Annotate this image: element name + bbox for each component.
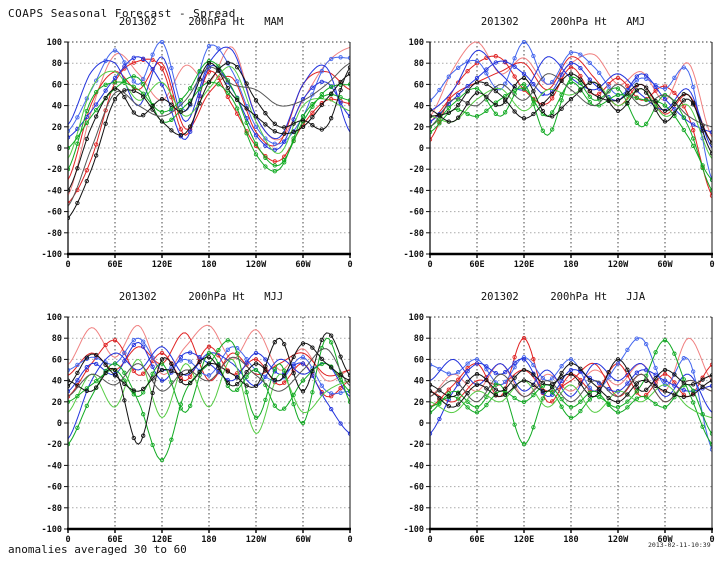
svg-text:-80: -80	[47, 504, 62, 514]
svg-text:60: 60	[52, 80, 62, 90]
svg-text:0: 0	[709, 535, 714, 545]
svg-text:60: 60	[414, 80, 424, 90]
panel-mam: 201302 200hPa Ht MAM -100 -80 -60 -40 -20 0 20…	[36, 14, 366, 272]
svg-text:-60: -60	[47, 483, 62, 493]
svg-text:-100: -100	[42, 525, 62, 535]
svg-text:80: 80	[52, 59, 62, 69]
svg-text:20: 20	[52, 398, 62, 408]
svg-text:20: 20	[414, 398, 424, 408]
svg-text:0: 0	[347, 535, 352, 545]
svg-text:60E: 60E	[107, 535, 122, 545]
svg-text:-40: -40	[47, 186, 62, 196]
svg-text:120E: 120E	[152, 260, 172, 270]
svg-text:100: 100	[47, 313, 62, 323]
svg-text:120E: 120E	[514, 260, 534, 270]
plot-canvas-jja: -100 -80 -60 -40 -20 0 20 40 60 80 100 0 60E 120E 180 1…	[404, 313, 715, 545]
svg-text:60W: 60W	[657, 535, 673, 545]
svg-text:20: 20	[52, 123, 62, 133]
svg-text:-20: -20	[409, 165, 424, 175]
svg-text:0: 0	[427, 260, 432, 270]
svg-text:0: 0	[65, 260, 70, 270]
panel-mjj: 201302 200hPa Ht MJJ -100 -80 -60 -40 -20 0 20…	[36, 289, 366, 547]
svg-text:60W: 60W	[295, 260, 311, 270]
svg-text:-40: -40	[409, 461, 424, 471]
svg-text:0: 0	[57, 419, 62, 429]
svg-text:180: 180	[201, 535, 216, 545]
footer-note: anomalies averaged 30 to 60	[8, 543, 187, 556]
svg-text:180: 180	[563, 260, 578, 270]
panel-title-amj: 201302 200hPa Ht AMJ	[480, 16, 646, 28]
svg-text:-80: -80	[409, 229, 424, 239]
svg-text:120W: 120W	[246, 260, 267, 270]
svg-text:-20: -20	[47, 440, 62, 450]
spaghetti-plot-mam: -100 -80 -60 -40 -20 0 20 40 60 80 100 0 60E 120E 180 1…	[36, 30, 366, 272]
svg-text:180: 180	[201, 260, 216, 270]
plot-canvas-mam: -100 -80 -60 -40 -20 0 20 40 60 80 100 0 60E 120E 180 1…	[42, 38, 353, 270]
page-title: COAPS Seasonal Forecast - Spread	[8, 7, 236, 20]
svg-text:-80: -80	[409, 504, 424, 514]
svg-text:0: 0	[419, 144, 424, 154]
svg-text:180: 180	[563, 535, 578, 545]
svg-text:-100: -100	[404, 525, 424, 535]
svg-text:40: 40	[414, 377, 424, 387]
svg-text:40: 40	[414, 102, 424, 112]
svg-text:120W: 120W	[608, 260, 629, 270]
svg-text:-60: -60	[409, 483, 424, 493]
svg-text:80: 80	[52, 334, 62, 344]
svg-text:-60: -60	[409, 208, 424, 218]
svg-text:120W: 120W	[246, 535, 267, 545]
svg-text:0: 0	[65, 535, 70, 545]
spaghetti-plot-mjj: -100 -80 -60 -40 -20 0 20 40 60 80 100 0 60E 120E 180 1…	[36, 305, 366, 547]
svg-text:-80: -80	[47, 229, 62, 239]
svg-text:120E: 120E	[152, 535, 172, 545]
panel-title-mjj: 201302 200hPa Ht MJJ	[118, 291, 284, 303]
svg-text:60: 60	[414, 355, 424, 365]
svg-text:-100: -100	[404, 250, 424, 260]
svg-text:-40: -40	[409, 186, 424, 196]
svg-text:60W: 60W	[657, 260, 673, 270]
svg-text:0: 0	[419, 419, 424, 429]
svg-text:60E: 60E	[107, 260, 122, 270]
svg-text:100: 100	[409, 313, 424, 323]
svg-text:80: 80	[414, 59, 424, 69]
svg-text:0: 0	[347, 260, 352, 270]
svg-text:0: 0	[57, 144, 62, 154]
svg-text:60W: 60W	[295, 535, 311, 545]
panel-title-jja: 201302 200hPa Ht JJA	[480, 291, 646, 303]
svg-text:40: 40	[52, 102, 62, 112]
panel-title-mam: 201302 200hPa Ht MAM	[118, 16, 284, 28]
svg-text:60: 60	[52, 355, 62, 365]
svg-text:120E: 120E	[514, 535, 534, 545]
svg-text:60E: 60E	[469, 260, 484, 270]
svg-text:0: 0	[709, 260, 714, 270]
svg-text:0: 0	[427, 535, 432, 545]
svg-text:80: 80	[414, 334, 424, 344]
panel-amj: 201302 200hPa Ht AMJ -100 -80 -60 -40 -20 0 20…	[398, 14, 725, 272]
svg-text:-20: -20	[409, 440, 424, 450]
svg-text:-40: -40	[47, 461, 62, 471]
svg-text:100: 100	[47, 38, 62, 48]
svg-text:-60: -60	[47, 208, 62, 218]
svg-text:60E: 60E	[469, 535, 484, 545]
svg-text:20: 20	[414, 123, 424, 133]
spaghetti-plot-amj: -100 -80 -60 -40 -20 0 20 40 60 80 100 0 60E 120E 180 1…	[398, 30, 725, 272]
svg-text:40: 40	[52, 377, 62, 387]
svg-text:-20: -20	[47, 165, 62, 175]
timestamp: 2013-02-11-10:39	[648, 541, 711, 549]
svg-text:-100: -100	[42, 250, 62, 260]
spaghetti-plot-jja: -100 -80 -60 -40 -20 0 20 40 60 80 100 0 60E 120E 180 1…	[398, 305, 725, 547]
svg-text:120W: 120W	[608, 535, 629, 545]
svg-text:100: 100	[409, 38, 424, 48]
plot-canvas-amj: -100 -80 -60 -40 -20 0 20 40 60 80 100 0 60E 120E 180 1…	[404, 38, 715, 270]
plot-canvas-mjj: -100 -80 -60 -40 -20 0 20 40 60 80 100 0 60E 120E 180 1…	[42, 313, 353, 545]
panel-jja: 201302 200hPa Ht JJA -100 -80 -60 -40 -20 0 20…	[398, 289, 725, 547]
